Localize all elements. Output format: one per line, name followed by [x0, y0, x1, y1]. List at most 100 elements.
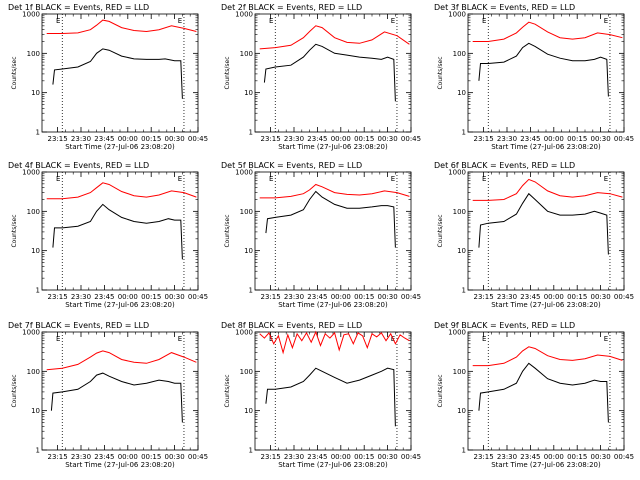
- time-marker-label: E: [56, 17, 60, 25]
- time-marker-label: E: [482, 175, 486, 183]
- panel-title: Det 8f BLACK = Events, RED = LLD: [221, 321, 362, 330]
- x-tick-label: 00:15: [354, 453, 374, 461]
- x-tick-label: 23:30: [497, 293, 517, 301]
- panel-title: Det 3f BLACK = Events, RED = LLD: [434, 3, 575, 12]
- time-marker-label: E: [269, 175, 273, 183]
- x-tick-label: 00:30: [165, 135, 185, 143]
- x-tick-label: 23:15: [474, 293, 494, 301]
- lld-series-line: [46, 182, 197, 200]
- y-axis-label: Counts/sec: [11, 374, 18, 407]
- y-tick-label: 100: [453, 368, 466, 376]
- x-tick-label: 23:45: [94, 135, 114, 143]
- panel-title: Det 4f BLACK = Events, RED = LLD: [8, 161, 149, 170]
- panel-title: Det 6f BLACK = Events, RED = LLD: [434, 161, 575, 170]
- y-tick-label: 100: [240, 368, 253, 376]
- y-tick-label: 10: [457, 407, 466, 415]
- y-axis-label: Counts/sec: [11, 56, 18, 89]
- events-series-line: [265, 367, 396, 427]
- y-tick-label: 10: [457, 247, 466, 255]
- events-series-line: [478, 362, 609, 423]
- x-tick-label: 23:30: [284, 135, 304, 143]
- y-tick-label: 10: [31, 247, 40, 255]
- y-tick-label: 1: [462, 447, 466, 455]
- y-tick-label: 100: [27, 208, 40, 216]
- x-tick-label: 00:45: [614, 293, 634, 301]
- x-tick-label: 23:45: [520, 135, 540, 143]
- x-tick-label: 00:30: [591, 453, 611, 461]
- plot-frame: [254, 13, 412, 133]
- y-tick-label: 1: [249, 447, 253, 455]
- x-axis-label: Start Time (27-Jul-06 23:08:20): [491, 301, 601, 309]
- y-tick-label: 100: [453, 50, 466, 58]
- time-marker-label: E: [178, 335, 182, 343]
- panel-title: Det 1f BLACK = Events, RED = LLD: [8, 3, 149, 12]
- lld-series-line: [472, 21, 623, 42]
- x-tick-label: 23:15: [474, 453, 494, 461]
- panel-det-5: Det 5f BLACK = Events, RED = LLD 1 10 100 10…: [221, 161, 421, 309]
- time-marker-label: E: [482, 335, 486, 343]
- x-tick-label: 00:15: [567, 135, 587, 143]
- x-tick-label: 00:45: [614, 453, 634, 461]
- x-tick-label: 00:15: [567, 293, 587, 301]
- y-tick-label: 10: [244, 407, 253, 415]
- panel-det-7: Det 7f BLACK = Events, RED = LLD 1 10 100 10…: [8, 321, 208, 469]
- y-tick-label: 10: [457, 89, 466, 97]
- y-tick-label: 1000: [235, 169, 253, 177]
- x-tick-label: 23:15: [261, 135, 281, 143]
- x-tick-label: 00:45: [614, 135, 634, 143]
- x-tick-label: 23:30: [497, 135, 517, 143]
- time-marker-label: E: [391, 175, 395, 183]
- y-axis-label: Counts/sec: [437, 56, 444, 89]
- panel-det-2: Det 2f BLACK = Events, RED = LLD 1 10 100 10…: [221, 3, 421, 151]
- time-marker-label: E: [604, 335, 608, 343]
- panel-title: Det 2f BLACK = Events, RED = LLD: [221, 3, 362, 12]
- y-axis-label: Counts/sec: [224, 214, 231, 247]
- x-axis-label: Start Time (27-Jul-06 23:08:20): [65, 461, 175, 469]
- events-series-line: [265, 190, 396, 248]
- time-marker-label: E: [178, 175, 182, 183]
- plot-frame: [254, 331, 412, 451]
- events-series-line: [52, 48, 183, 99]
- panel-det-1: Det 1f BLACK = Events, RED = LLD 1 10 100 10…: [8, 3, 208, 151]
- x-tick-label: 00:00: [118, 453, 138, 461]
- y-tick-label: 1: [36, 129, 40, 137]
- y-axis-label: Counts/sec: [11, 214, 18, 247]
- events-series-line: [263, 43, 396, 102]
- panel-title: Det 9f BLACK = Events, RED = LLD: [434, 321, 575, 330]
- x-tick-label: 00:45: [401, 293, 421, 301]
- y-tick-label: 1000: [448, 169, 466, 177]
- x-tick-label: 00:15: [354, 293, 374, 301]
- events-series-line: [478, 42, 609, 97]
- x-tick-label: 23:15: [261, 453, 281, 461]
- y-tick-label: 1000: [448, 329, 466, 337]
- plot-frame: [41, 171, 199, 291]
- x-tick-label: 00:30: [378, 293, 398, 301]
- x-tick-label: 23:30: [497, 453, 517, 461]
- time-marker-label: E: [482, 17, 486, 25]
- y-tick-label: 1000: [235, 329, 253, 337]
- y-tick-label: 100: [453, 208, 466, 216]
- time-marker-label: E: [604, 175, 608, 183]
- x-tick-label: 00:00: [331, 293, 351, 301]
- x-tick-label: 23:45: [94, 453, 114, 461]
- x-tick-label: 00:15: [567, 453, 587, 461]
- x-tick-label: 00:45: [188, 453, 208, 461]
- x-tick-label: 23:15: [48, 453, 68, 461]
- x-tick-label: 23:15: [474, 135, 494, 143]
- y-tick-label: 1: [249, 287, 253, 295]
- x-tick-label: 23:45: [307, 293, 327, 301]
- lld-series-line: [259, 25, 410, 50]
- panel-det-9: Det 9f BLACK = Events, RED = LLD 1 10 100 10…: [434, 321, 634, 469]
- panel-det-6: Det 6f BLACK = Events, RED = LLD 1 10 100 10…: [434, 161, 634, 309]
- lld-series-line: [46, 350, 197, 371]
- time-marker-label: E: [56, 175, 60, 183]
- events-series-line: [50, 372, 183, 423]
- plot-frame: [41, 13, 199, 133]
- x-tick-label: 23:30: [71, 453, 91, 461]
- x-tick-label: 23:30: [284, 453, 304, 461]
- x-tick-label: 00:30: [378, 453, 398, 461]
- panel-det-8: Det 8f BLACK = Events, RED = LLD 1 10 100 10…: [221, 321, 421, 469]
- x-tick-label: 23:45: [307, 135, 327, 143]
- x-tick-label: 00:00: [331, 135, 351, 143]
- x-tick-label: 00:15: [141, 135, 161, 143]
